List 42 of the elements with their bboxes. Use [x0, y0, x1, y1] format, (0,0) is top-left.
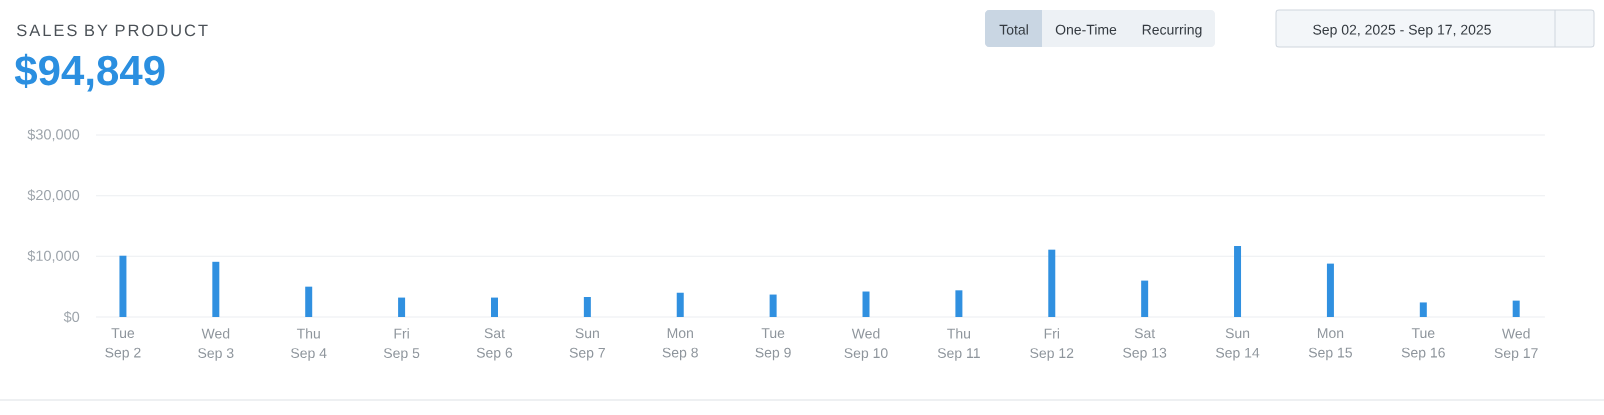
x-tick-label: Tue Sep 2	[105, 328, 141, 361]
text: Total	[999, 24, 1028, 35]
y-tick-label: $10,000	[27, 250, 80, 263]
x-tick-label: Wed Sep 17	[1494, 328, 1538, 361]
bar	[1419, 302, 1427, 317]
x-tick-label: Mon Sep 8	[662, 328, 698, 361]
bar	[398, 297, 406, 317]
x-tick-label: Fri Sep 5	[383, 328, 420, 361]
y-tick-label: $0	[63, 311, 80, 323]
text: Recurring	[1142, 24, 1202, 38]
y-tick-label: $20,000	[27, 189, 80, 202]
bar	[119, 255, 127, 317]
bar	[1326, 263, 1334, 317]
text: One-Time	[1055, 24, 1117, 35]
bar	[769, 294, 777, 317]
bar	[1234, 246, 1242, 317]
bar	[490, 297, 498, 317]
chart-subtitle: $94,849	[14, 53, 165, 92]
x-tick-label: Wed Sep 3	[198, 328, 234, 361]
x-tick-label: Tue Sep 9	[755, 328, 791, 361]
x-tick-label: Sun Sep 14	[1215, 328, 1260, 361]
x-tick-label: Fri Sep 12	[1030, 328, 1074, 361]
bar	[212, 261, 220, 317]
bar	[1048, 249, 1056, 317]
x-tick-label: Thu Sep 11	[937, 328, 980, 361]
bar	[1141, 280, 1149, 317]
bar	[862, 291, 870, 317]
x-tick-label: Tue Sep 16	[1401, 328, 1445, 361]
bar	[676, 292, 684, 317]
x-tick-label: Thu Sep 4	[291, 328, 327, 361]
x-tick-label: Sat Sep 13	[1123, 328, 1167, 361]
bar	[1512, 300, 1520, 317]
x-tick-label: Mon Sep 15	[1308, 328, 1352, 361]
chart-title: SALES BY PRODUCT	[17, 24, 208, 37]
bar	[955, 290, 963, 317]
x-tick-label: Wed Sep 10	[844, 328, 888, 361]
bar	[305, 286, 313, 317]
y-tick-label: $30,000	[27, 128, 80, 142]
text: Sep 02, 2025 - Sep 17, 2025	[1313, 24, 1491, 38]
x-tick-label: Sun Sep 7	[569, 328, 605, 361]
x-tick-label: Sat Sep 6	[476, 328, 513, 361]
bar	[583, 296, 591, 317]
